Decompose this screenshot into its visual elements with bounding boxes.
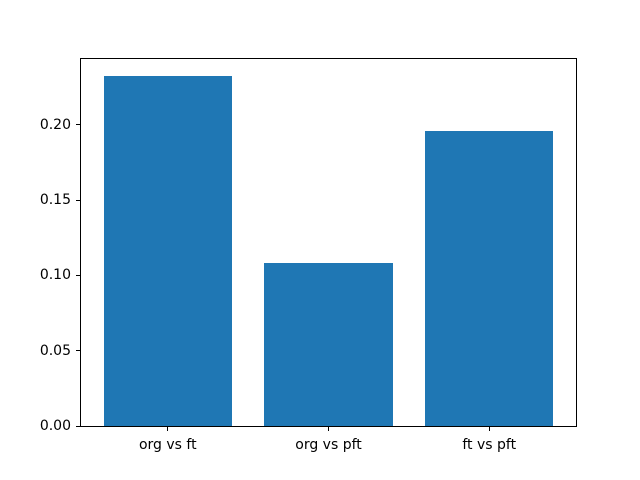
bar-1	[103, 76, 233, 426]
y-tick-mark	[76, 350, 80, 352]
x-tick-mark	[167, 427, 169, 431]
y-tick-label: 0.10	[39, 267, 71, 284]
x-tick-label: org vs pft	[295, 437, 362, 453]
y-tick-mark	[76, 274, 80, 276]
y-tick-mark	[76, 124, 80, 126]
x-tick-label: org vs ft	[138, 437, 197, 453]
y-tick-label: 0.05	[39, 342, 71, 359]
x-tick-mark	[488, 427, 490, 431]
y-tick-label: 0.00	[39, 418, 71, 434]
x-tick-mark	[328, 427, 329, 431]
x-tick-label: ft vs pft	[462, 437, 517, 453]
y-tick-mark	[76, 199, 80, 201]
y-tick-label: 0.20	[39, 116, 71, 133]
bar-3	[424, 130, 554, 426]
bar-2	[264, 263, 393, 426]
y-tick-mark	[76, 425, 80, 427]
y-tick-label: 0.15	[39, 192, 71, 208]
plot-area: 0.00 0.05 0.10 0.15 0.20 org vs ft org vs pft f…	[40, 58, 577, 453]
